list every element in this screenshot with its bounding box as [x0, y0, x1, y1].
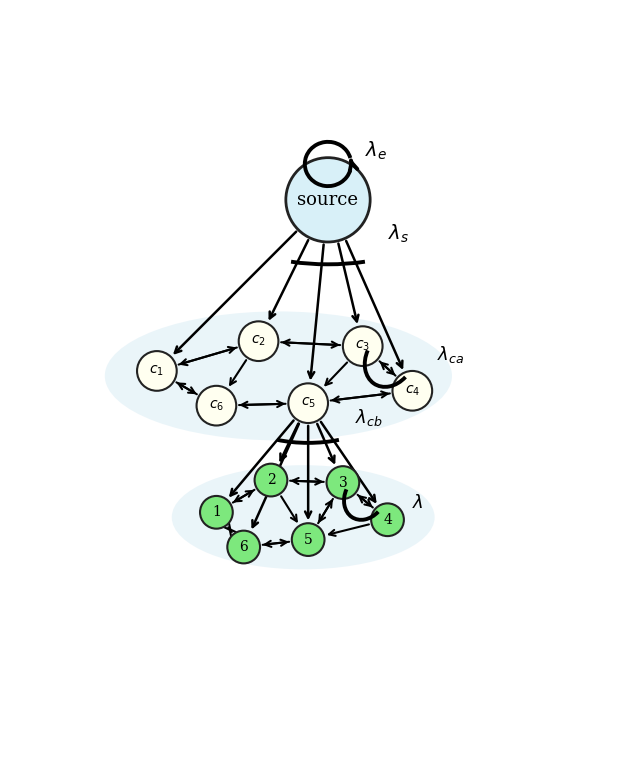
Text: 6: 6	[239, 540, 248, 554]
Text: $\lambda_{ca}$: $\lambda_{ca}$	[437, 344, 465, 364]
Text: $\lambda_{cb}$: $\lambda_{cb}$	[355, 407, 383, 428]
Circle shape	[239, 322, 278, 361]
Circle shape	[200, 496, 233, 529]
Circle shape	[343, 326, 383, 366]
Circle shape	[326, 466, 359, 499]
Text: $c_1$: $c_1$	[150, 364, 164, 378]
Text: 2: 2	[267, 473, 275, 487]
Text: 3: 3	[339, 475, 348, 490]
Circle shape	[255, 464, 287, 497]
Circle shape	[392, 371, 432, 410]
Text: $c_4$: $c_4$	[404, 384, 420, 398]
Circle shape	[371, 503, 404, 536]
Text: $\lambda_s$: $\lambda_s$	[388, 222, 409, 244]
Text: 5: 5	[304, 533, 312, 546]
Text: $c_6$: $c_6$	[209, 399, 224, 413]
Circle shape	[196, 386, 236, 426]
Circle shape	[292, 523, 324, 556]
Text: $c_5$: $c_5$	[301, 396, 316, 410]
Text: $\lambda$: $\lambda$	[412, 494, 424, 513]
Ellipse shape	[172, 465, 435, 569]
Circle shape	[137, 351, 177, 390]
Ellipse shape	[105, 312, 452, 440]
Text: $\lambda_e$: $\lambda_e$	[365, 140, 387, 162]
Circle shape	[227, 531, 260, 563]
Text: 1: 1	[212, 505, 221, 520]
Text: 4: 4	[383, 513, 392, 526]
Text: $c_2$: $c_2$	[251, 334, 266, 348]
Text: source: source	[298, 191, 358, 209]
Circle shape	[286, 157, 370, 242]
Circle shape	[288, 384, 328, 423]
Text: $c_3$: $c_3$	[355, 339, 370, 353]
